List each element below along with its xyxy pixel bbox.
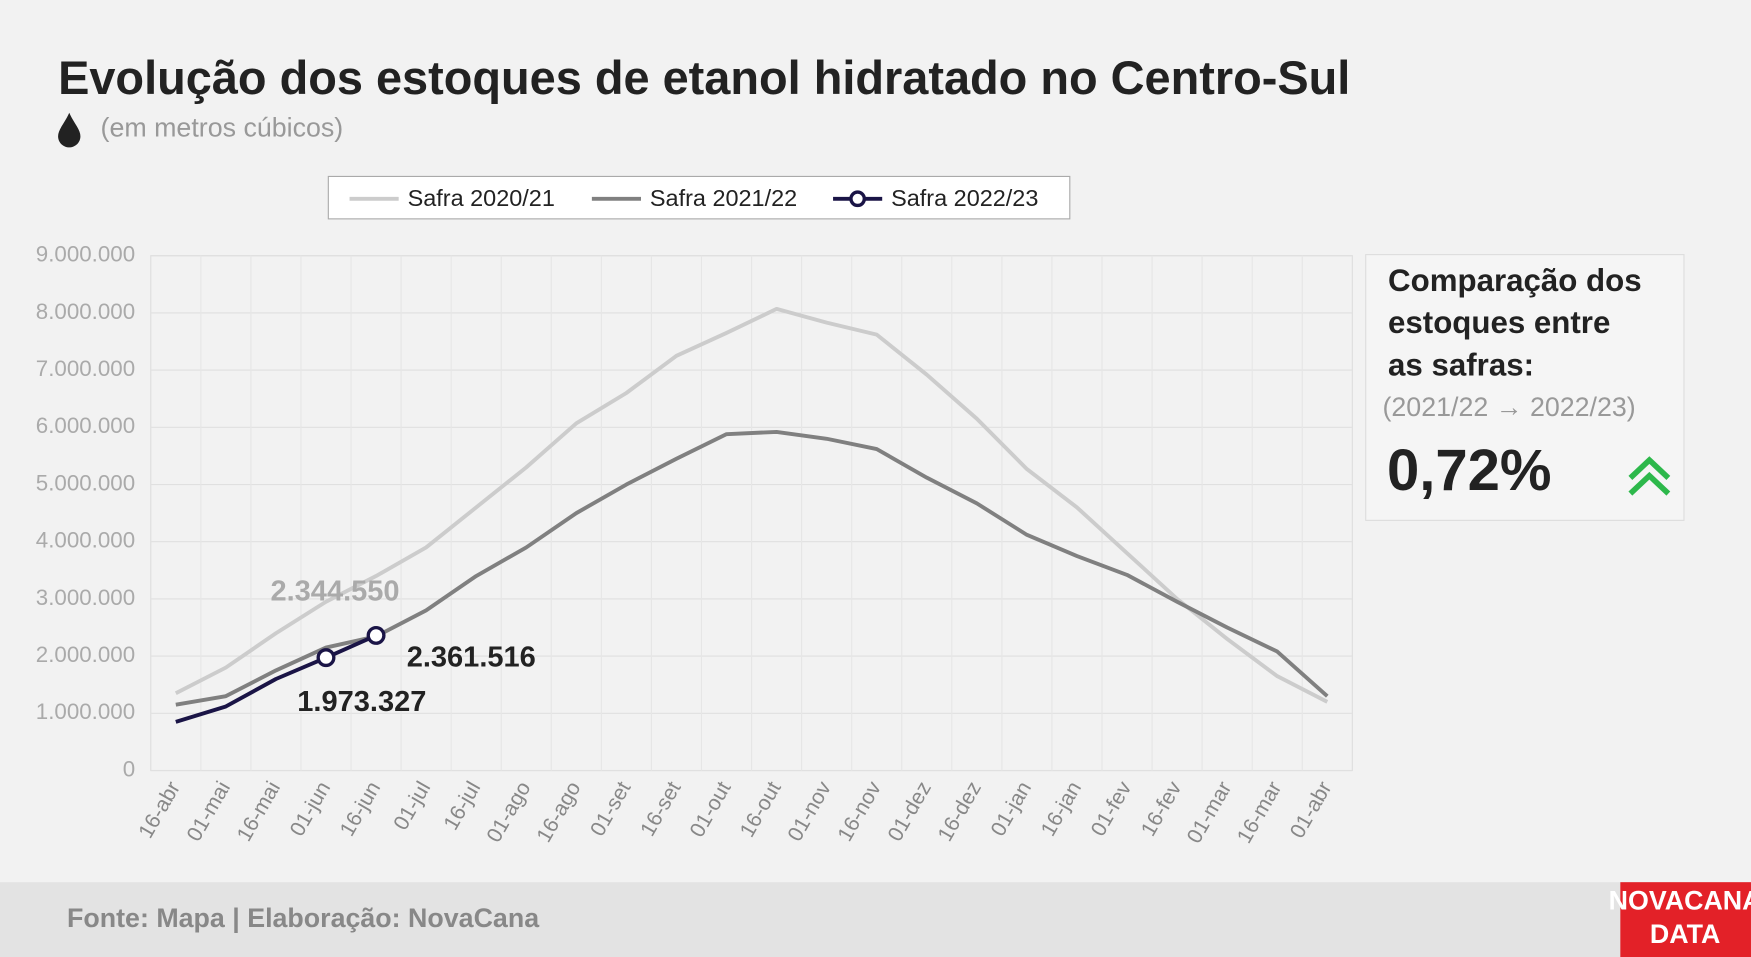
panel-value: 0,72% xyxy=(1387,438,1552,503)
panel-title: Comparação dos xyxy=(1388,263,1642,298)
source: Fonte: Mapa | Elaboração: NovaCana xyxy=(67,903,540,933)
logo-text: DATA xyxy=(1650,919,1720,949)
chart-subtitle: (em metros cúbicos) xyxy=(101,113,344,143)
legend-label: Safra 2020/21 xyxy=(408,185,555,211)
data-label: 2.361.516 xyxy=(407,642,536,674)
data-label: 2.344.550 xyxy=(270,576,399,608)
y-tick-label: 2.000.000 xyxy=(36,642,135,667)
y-tick-label: 5.000.000 xyxy=(36,470,135,495)
legend xyxy=(327,175,1071,220)
y-tick-label: 6.000.000 xyxy=(36,413,135,438)
up-icon xyxy=(1628,456,1671,496)
y-tick-label: 0 xyxy=(123,756,135,781)
legend-label: Safra 2021/22 xyxy=(650,185,797,211)
footer xyxy=(0,882,1751,957)
drop-icon xyxy=(58,112,81,148)
y-tick-label: 7.000.000 xyxy=(36,356,135,381)
chart-title: Evolução dos estoques de etanol hidratad… xyxy=(58,52,1350,104)
y-tick-label: 1.000.000 xyxy=(36,699,135,724)
legend-marker xyxy=(849,190,867,208)
data-label: 1.973.327 xyxy=(297,686,426,718)
y-tick-label: 8.000.000 xyxy=(36,299,135,324)
y-tick-label: 3.000.000 xyxy=(36,585,135,610)
series-line xyxy=(175,633,377,724)
panel-title: as safras: xyxy=(1388,348,1534,383)
logo-text: NOVACANA xyxy=(1609,885,1751,915)
y-tick-label: 4.000.000 xyxy=(36,528,135,553)
point-marker xyxy=(366,625,386,645)
point-marker xyxy=(316,648,336,668)
y-tick-label: 9.000.000 xyxy=(36,242,135,267)
logo xyxy=(1620,882,1751,957)
panel-period: (2021/22 → 2022/23) xyxy=(1382,392,1635,422)
series-line xyxy=(174,306,1329,704)
panel-title: estoques entre xyxy=(1388,305,1610,340)
legend-label: Safra 2022/23 xyxy=(891,185,1038,211)
